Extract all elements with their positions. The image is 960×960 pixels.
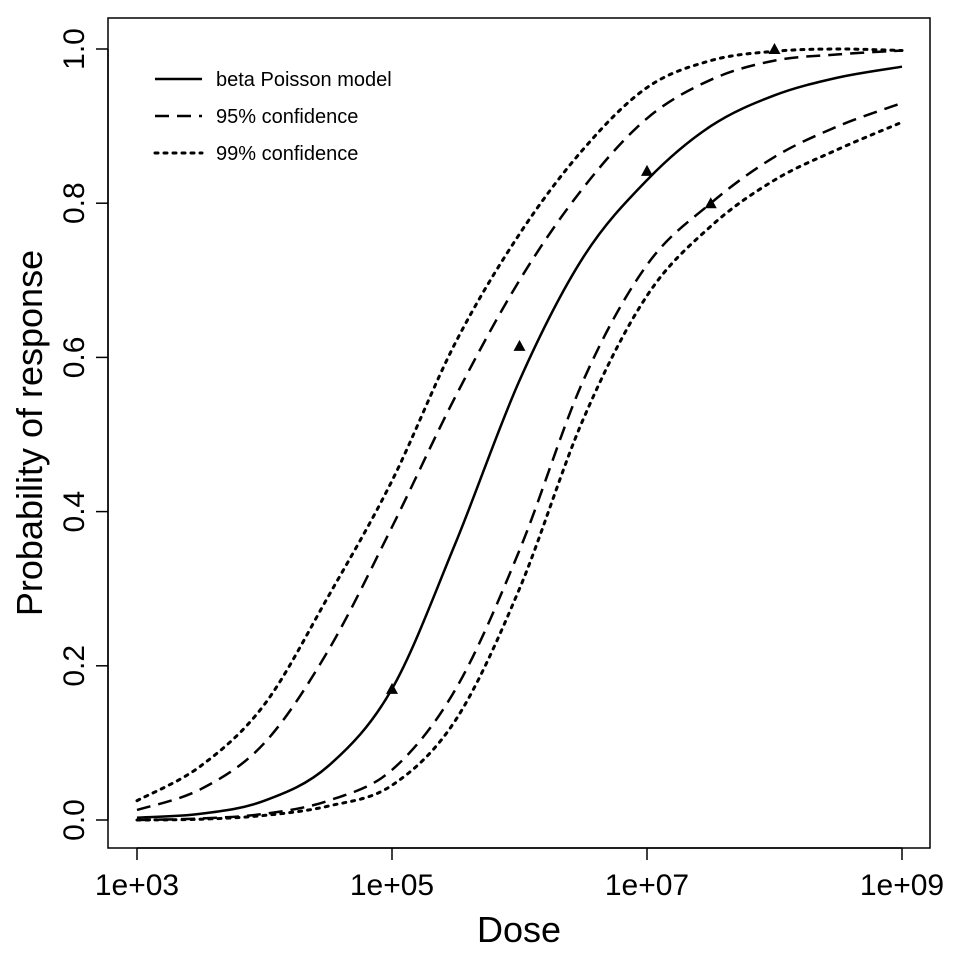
- observed-point: [386, 682, 398, 694]
- observed-points: [386, 43, 781, 694]
- y-tick-label: 0.0: [58, 799, 91, 841]
- x-tick-label: 1e+09: [860, 869, 944, 902]
- legend-label: 99% confidence: [216, 143, 358, 165]
- observed-point: [704, 197, 717, 209]
- series-line-dotted-3: [135, 47, 904, 803]
- model-curves: [135, 47, 904, 822]
- series-line-dotted-4: [135, 120, 904, 822]
- y-axis-title: Probability of response: [9, 250, 50, 616]
- y-tick-label: 0.2: [58, 645, 91, 687]
- x-axis-title: Dose: [477, 909, 561, 950]
- observed-point: [768, 43, 781, 54]
- y-tick-label: 1.0: [58, 28, 91, 70]
- x-tick-label: 1e+05: [350, 869, 434, 902]
- series-line-dashed-2: [136, 101, 903, 822]
- y-axis: 0.0 0.2 0.4 0.6 0.8 1.0: [58, 28, 109, 841]
- y-tick-label: 0.6: [58, 337, 91, 379]
- observed-point: [641, 164, 653, 176]
- x-axis: 1e+03 1e+05 1e+07 1e+09: [95, 847, 944, 902]
- y-tick-label: 0.8: [58, 182, 91, 224]
- x-tick-label: 1e+07: [605, 869, 689, 902]
- legend-label: beta Poisson model: [216, 69, 392, 91]
- y-tick-label: 0.4: [58, 491, 91, 533]
- x-tick-label: 1e+03: [95, 869, 179, 902]
- series-line-solid-0: [136, 65, 903, 819]
- legend-label: 95% confidence: [216, 106, 358, 128]
- legend: beta Poisson model 95% confidence 99% conf…: [153, 69, 392, 165]
- observed-point: [513, 339, 526, 351]
- series-line-dashed-1: [136, 49, 903, 812]
